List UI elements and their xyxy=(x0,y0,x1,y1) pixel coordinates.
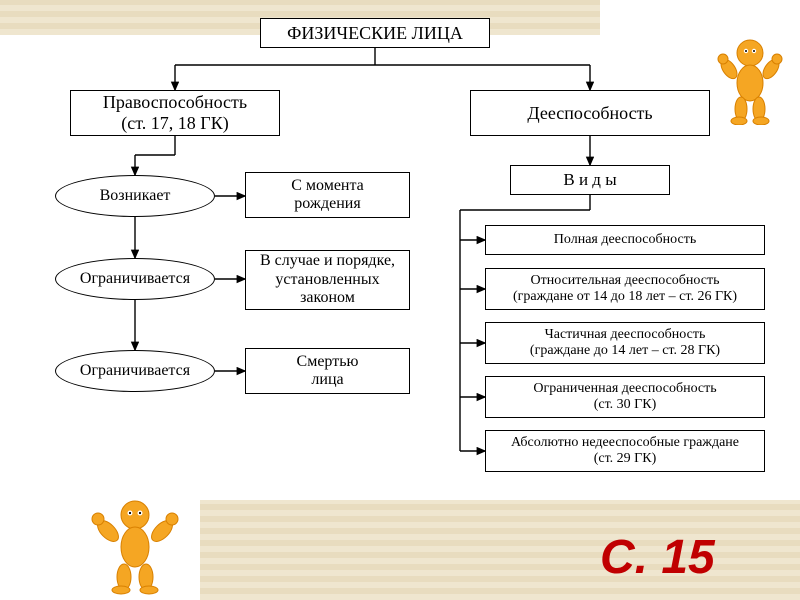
figure-icon xyxy=(715,35,785,125)
page-number: С. 15 xyxy=(600,530,715,585)
right-item: Абсолютно недееспособные граждане(ст. 29… xyxy=(485,430,765,472)
right-item: Относительная дееспособность(граждане от… xyxy=(485,268,765,310)
right-item: Ограниченная дееспособность(ст. 30 ГК) xyxy=(485,376,765,418)
left-box: Смертьюлица xyxy=(245,348,410,394)
left-ellipse: Ограничивается xyxy=(55,258,215,300)
left-ellipse: Возникает xyxy=(55,175,215,217)
right-item: Полная дееспособность xyxy=(485,225,765,255)
right-item: Частичная дееспособность(граждане до 14 … xyxy=(485,322,765,364)
left-branch-header: Правоспособность(ст. 17, 18 ГК) xyxy=(70,90,280,136)
right-branch-subheader: В и д ы xyxy=(510,165,670,195)
left-ellipse: Ограничивается xyxy=(55,350,215,392)
figure-icon xyxy=(90,495,180,595)
right-branch-header: Дееспособность xyxy=(470,90,710,136)
diagram-title: ФИЗИЧЕСКИЕ ЛИЦА xyxy=(260,18,490,48)
left-box: С моментарождения xyxy=(245,172,410,218)
left-box: В случае и порядке,установленныхзаконом xyxy=(245,250,410,310)
